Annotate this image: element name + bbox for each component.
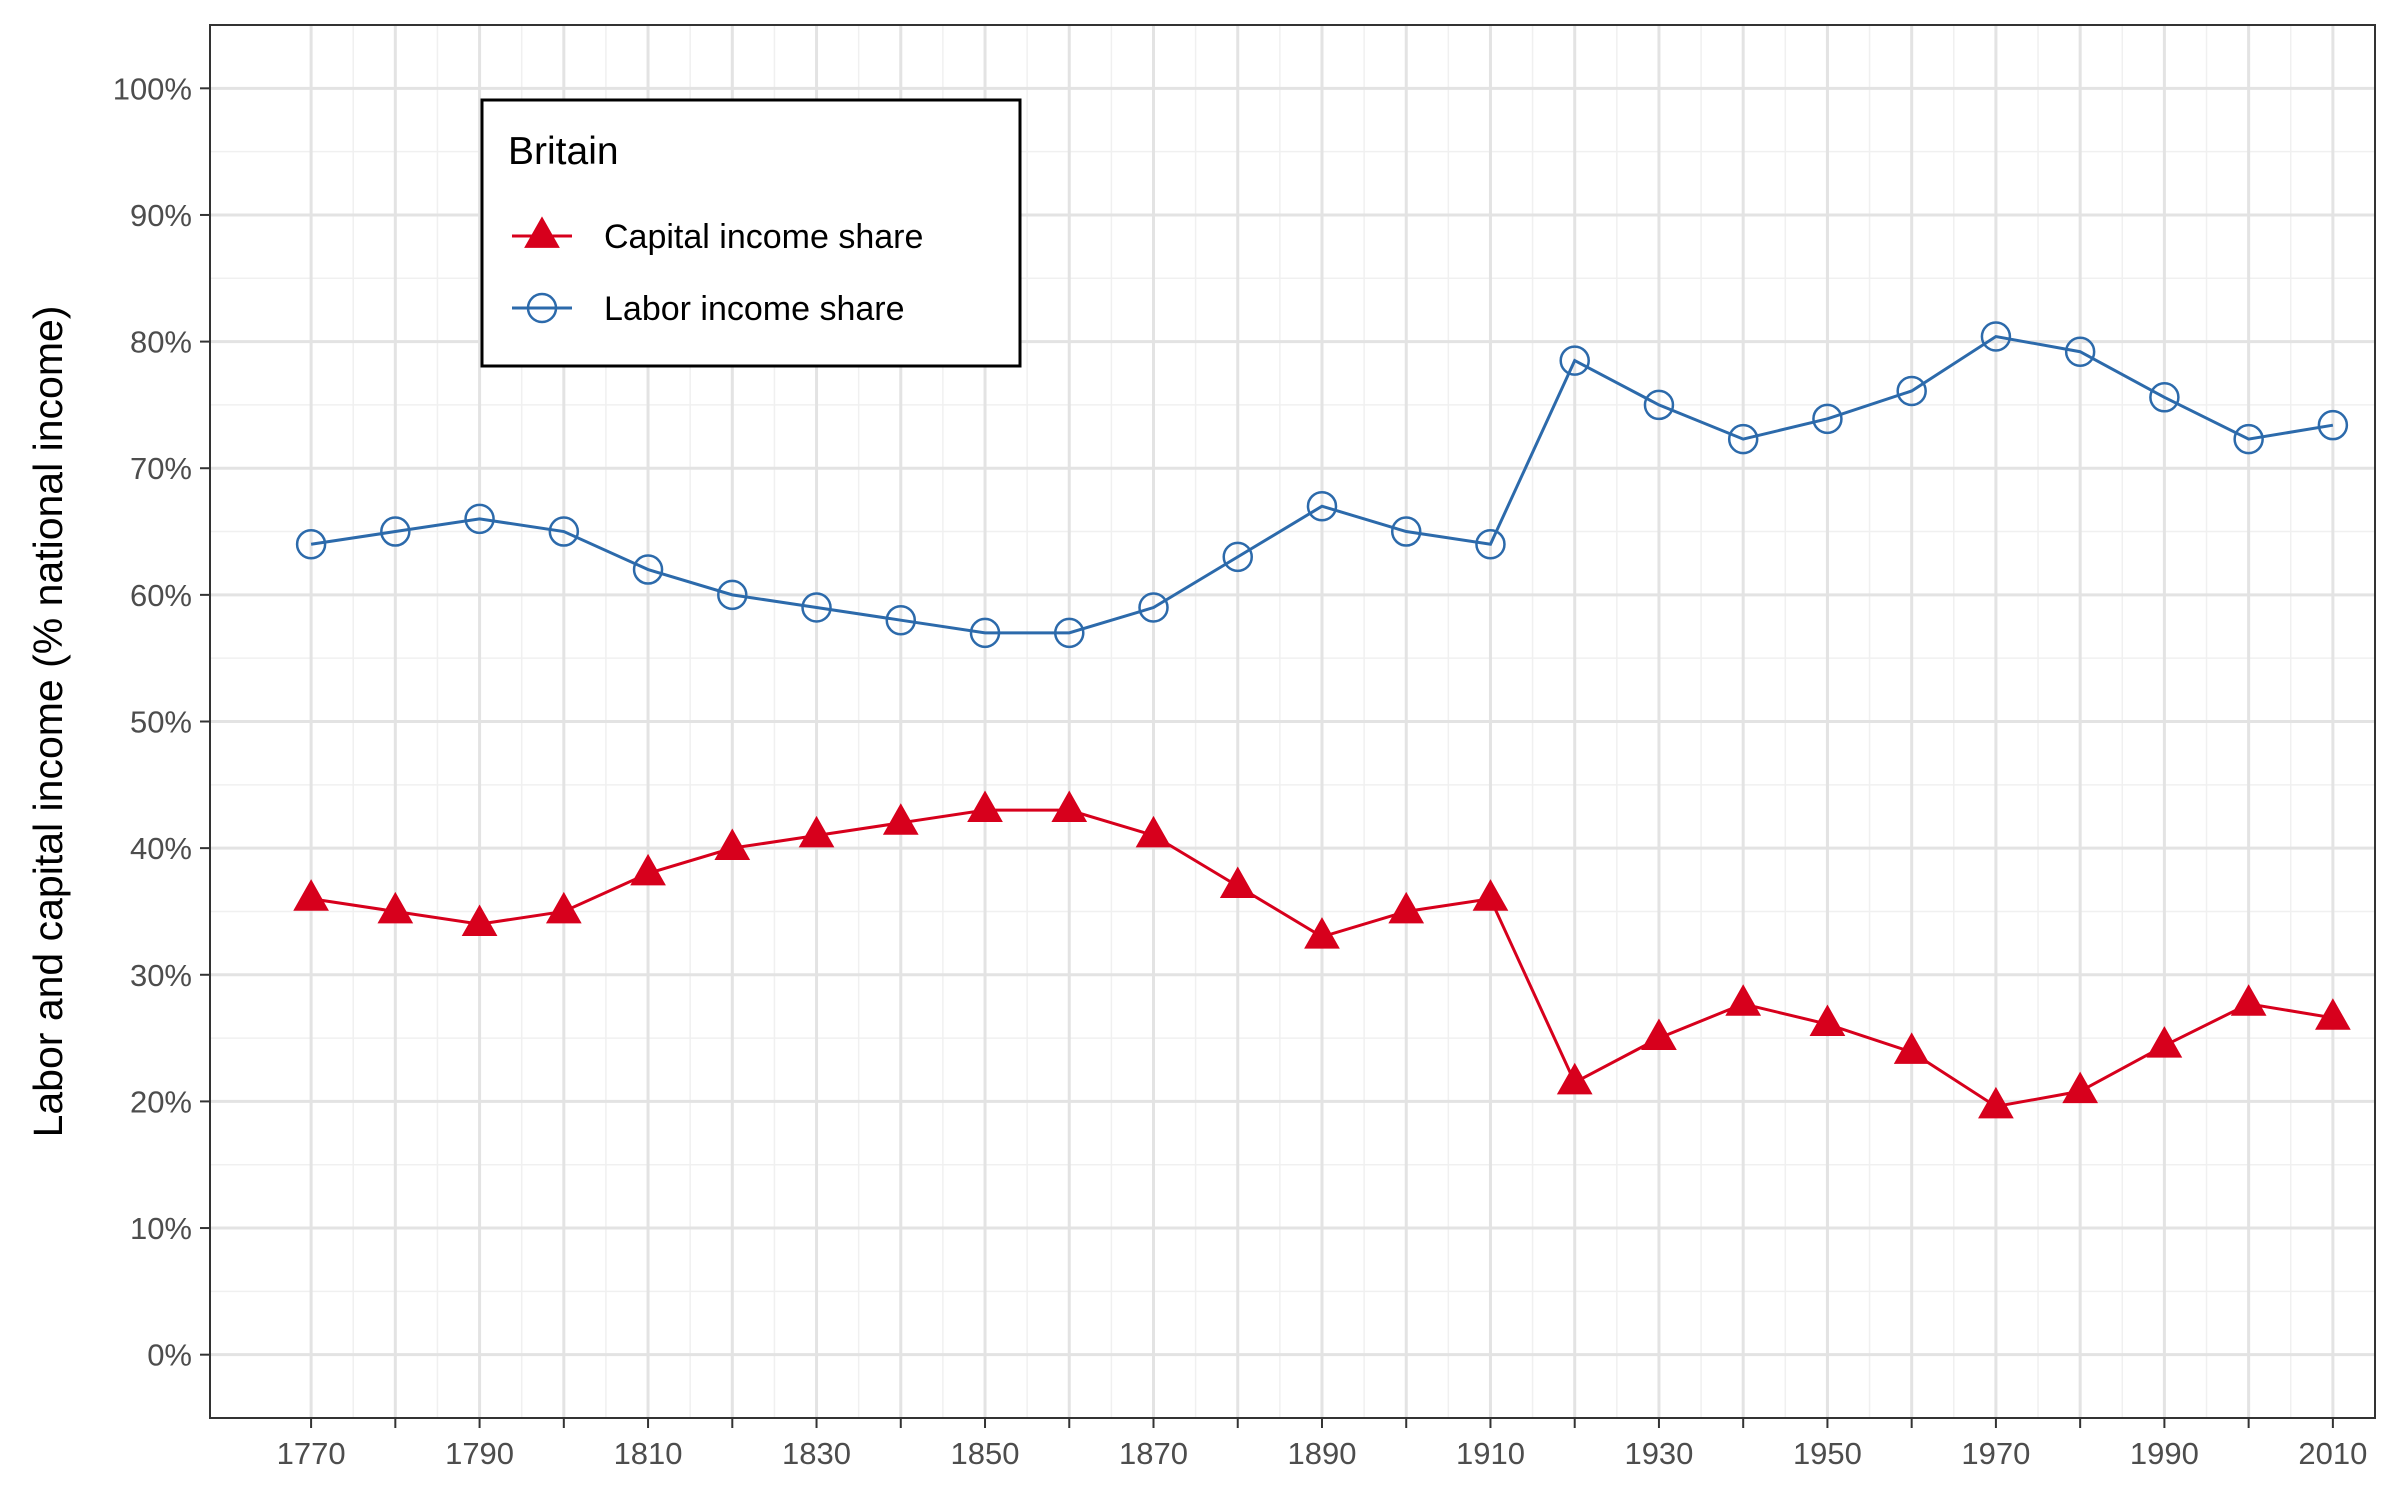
y-tick-label: 90% [130, 198, 192, 233]
data-point [1978, 1086, 2014, 1119]
data-point [1980, 321, 2012, 352]
x-tick-label: 1830 [782, 1436, 851, 1471]
data-point [1893, 1032, 1930, 1064]
data-point [293, 879, 329, 911]
data-point [1222, 541, 1253, 573]
legend-item: Capital income share [512, 216, 923, 256]
data-point [1556, 1062, 1593, 1095]
data-point [380, 516, 411, 547]
y-axis-title: Labor and capital income (% national inc… [25, 306, 71, 1138]
data-point [967, 790, 1003, 823]
data-point [1304, 917, 1340, 949]
data-point [1472, 879, 1509, 911]
legend: Britain Capital income share Labor income… [480, 98, 1022, 368]
legend-marker [524, 216, 560, 248]
data-point [1138, 592, 1169, 623]
y-tick-label: 100% [113, 71, 192, 106]
data-point [1896, 375, 1927, 407]
data-point [2062, 1071, 2099, 1104]
y-tick-label: 10% [130, 1211, 192, 1246]
data-point [461, 904, 498, 937]
data-point [885, 604, 917, 636]
data-point [801, 592, 832, 623]
data-point [2149, 382, 2180, 413]
data-point [1388, 891, 1425, 924]
data-point [1390, 516, 1422, 547]
y-tick-label: 70% [130, 451, 192, 486]
y-axis: 0% 10% 20% 30% 40% 50% 60% 70% 80% 90% 100% [113, 71, 210, 1373]
y-tick-label: 80% [130, 325, 192, 360]
data-point [548, 516, 580, 547]
legend-item: Labor income share [512, 290, 905, 328]
data-point [1135, 815, 1172, 848]
data-point [969, 617, 1001, 649]
x-tick-label: 1890 [1288, 1436, 1357, 1471]
y-tick-label: 30% [130, 958, 192, 993]
x-tick-label: 1810 [614, 1436, 683, 1471]
data-point [882, 803, 919, 835]
data-point [1641, 1018, 1677, 1050]
data-point [630, 853, 666, 886]
x-tick-label: 1770 [277, 1436, 346, 1471]
data-point [714, 828, 751, 861]
data-point [377, 891, 414, 924]
series-line [310, 334, 2334, 635]
legend-marker [526, 292, 558, 324]
legend-label: Labor income share [604, 290, 905, 328]
data-point [1727, 423, 1759, 455]
data-point [2230, 984, 2267, 1016]
x-axis: 1770 1790 1810 1830 1850 1870 1890 1910 1930 1950… [277, 1418, 2367, 1471]
x-tick-label: 1790 [445, 1436, 514, 1471]
x-tick-label: 1990 [2130, 1436, 2199, 1471]
data-point [1054, 617, 1085, 649]
y-tick-label: 20% [130, 1084, 192, 1119]
x-tick-label: 1970 [1961, 1436, 2030, 1471]
x-tick-label: 1850 [951, 1436, 1020, 1471]
data-point [464, 503, 495, 535]
y-tick-label: 40% [130, 831, 192, 866]
legend-title: Britain [508, 130, 619, 173]
data-point [2315, 998, 2351, 1030]
x-tick-label: 1870 [1119, 1436, 1188, 1471]
data-point [1306, 490, 1338, 522]
data-point [1219, 866, 1256, 899]
data-point [798, 815, 835, 848]
x-tick-label: 1950 [1793, 1436, 1862, 1471]
data-point [2064, 336, 2096, 367]
legend-items: Capital income share Labor income share [512, 216, 923, 328]
data-point [632, 554, 664, 585]
data-point [295, 528, 327, 560]
y-tick-label: 0% [147, 1338, 192, 1373]
series [295, 321, 2349, 649]
x-tick-label: 1910 [1456, 1436, 1525, 1471]
data-point [1475, 528, 1506, 560]
series [293, 790, 2351, 1119]
legend-label: Capital income share [604, 218, 923, 256]
data-point [1051, 790, 1088, 823]
data-point [545, 891, 582, 924]
data-point [1559, 345, 1590, 376]
y-tick-label: 50% [130, 705, 192, 740]
legend-box [480, 98, 1022, 368]
data-point [2146, 1026, 2183, 1058]
data-point [1725, 984, 1762, 1016]
x-tick-label: 1930 [1624, 1436, 1693, 1471]
y-tick-label: 60% [130, 578, 192, 613]
series-layer [293, 321, 2351, 1119]
data-point [717, 579, 748, 611]
x-tick-label: 2010 [2298, 1436, 2367, 1471]
data-point [2317, 409, 2349, 441]
data-point [2233, 423, 2264, 455]
data-point [1643, 389, 1675, 421]
data-point [1812, 403, 1843, 435]
data-point [1809, 1004, 1846, 1037]
